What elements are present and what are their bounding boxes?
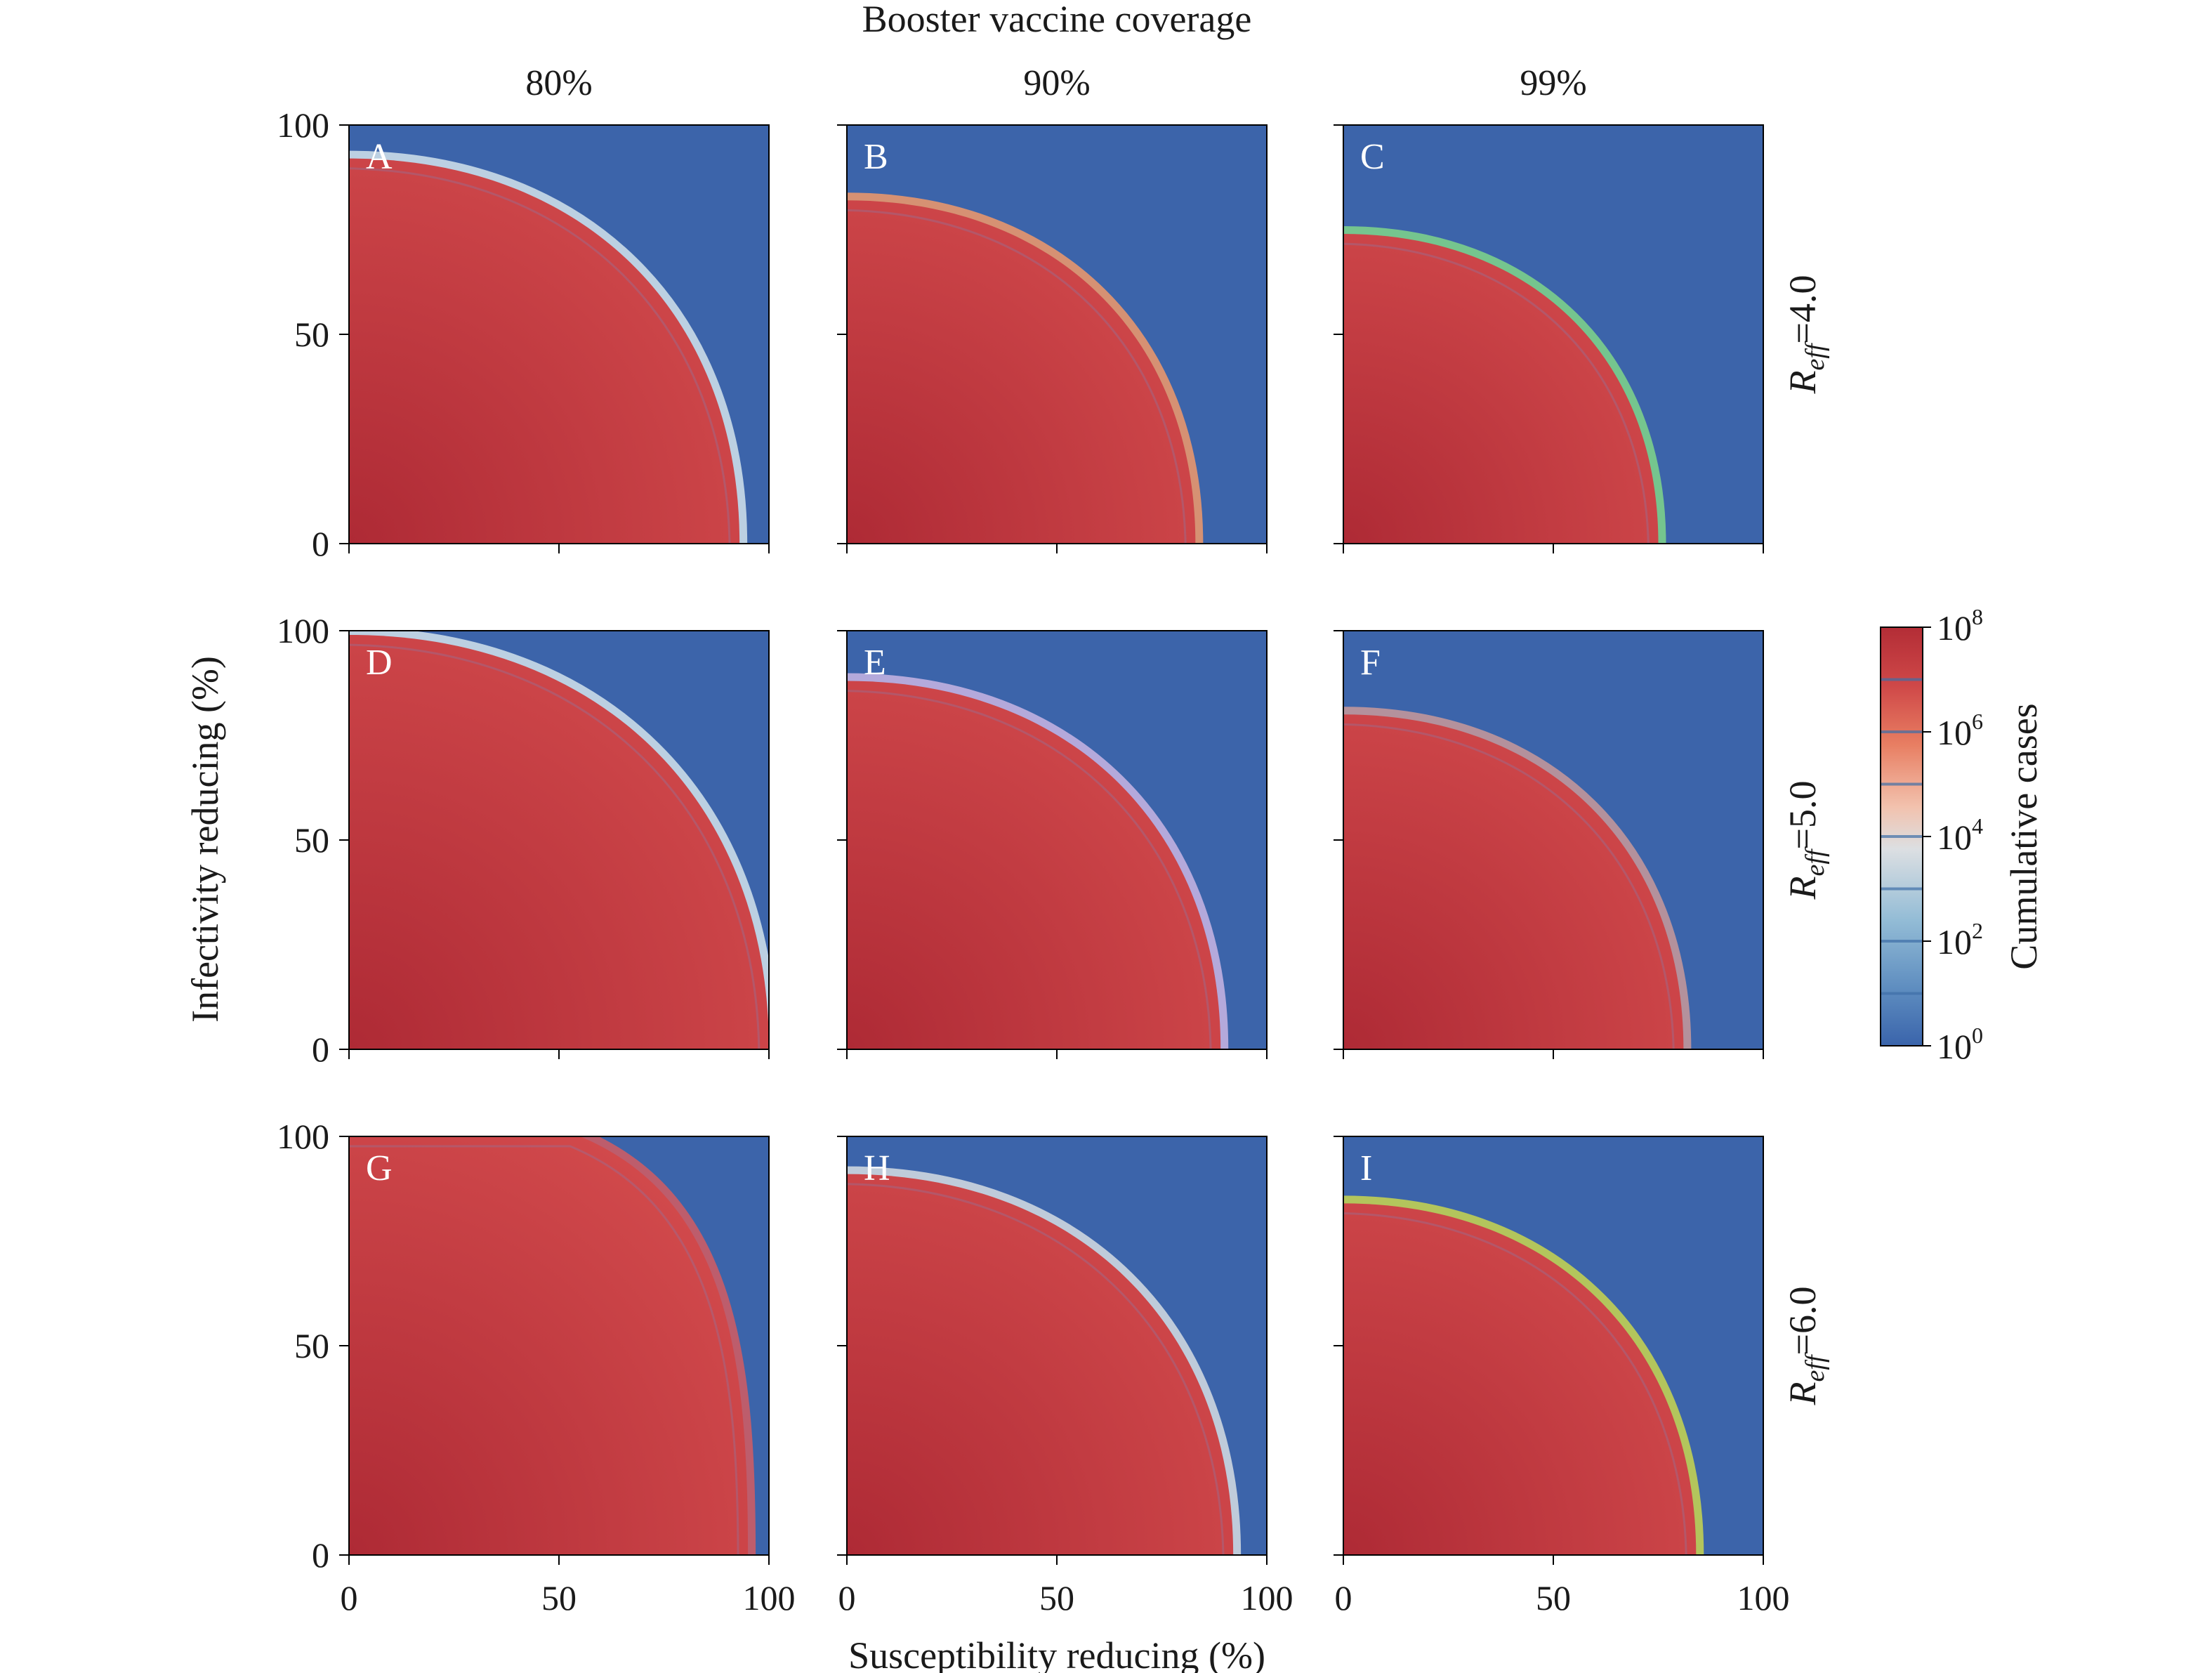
- panel-letter-B: B: [864, 137, 888, 177]
- colorbar-tick-label: 102: [1937, 918, 1983, 962]
- x-tick-label: 50: [541, 1578, 577, 1618]
- row-label-sub: eff: [1800, 1352, 1830, 1382]
- row-label-prefix: R: [1782, 876, 1824, 900]
- y-tick-label: 50: [294, 1326, 329, 1365]
- outbreak-region: [847, 200, 1196, 544]
- inner-contour: [1343, 1212, 1687, 1555]
- row-label-sub: eff: [1800, 846, 1830, 876]
- row-label-value: =4.0: [1782, 275, 1824, 344]
- colorbar-tick-label: 100: [1937, 1023, 1983, 1066]
- x-tick-label: 100: [1737, 1578, 1790, 1618]
- x-tick-label: 0: [1335, 1578, 1352, 1618]
- panel-F: F: [1334, 630, 1764, 1059]
- y-axis-label: Infectivity reducing (%): [184, 656, 226, 1023]
- panel-letter-E: E: [864, 643, 886, 683]
- column-label-2: 99%: [1520, 63, 1586, 103]
- x-tick-label: 0: [838, 1578, 856, 1618]
- row-label-sub: eff: [1800, 341, 1830, 370]
- colorbar-level-lines: [1881, 678, 1923, 995]
- y-tick-label: 100: [277, 1117, 329, 1156]
- colorbar: 108 106 104 102 100 Cumulative cases: [1880, 604, 2045, 1066]
- panel-letter-D: D: [366, 643, 393, 683]
- x-tick-label: 50: [1536, 1578, 1571, 1618]
- inner-contour: [349, 167, 731, 544]
- panel-letter-C: C: [1360, 137, 1385, 177]
- outbreak-region: [847, 1174, 1234, 1555]
- panels: A 0 50 100 B C D 0 50 100 E F G 0 50 100 0 50 100 H 0 50 100 I 0…: [277, 105, 1790, 1618]
- x-tick-label: 100: [743, 1578, 796, 1618]
- y-tick-label: 50: [294, 820, 329, 860]
- panel-letter-H: H: [864, 1148, 890, 1188]
- row-label-value: =6.0: [1782, 1287, 1824, 1356]
- x-tick-label: 100: [1241, 1578, 1293, 1618]
- y-tick-label: 0: [312, 1535, 329, 1575]
- inner-contour: [349, 1145, 739, 1555]
- inner-contour: [847, 1183, 1225, 1555]
- panel-D: D 0 50 100: [277, 611, 770, 1069]
- column-label-1: 90%: [1023, 63, 1090, 103]
- x-tick-label: 0: [341, 1578, 358, 1618]
- outbreak-region: [1343, 1203, 1697, 1555]
- inner-contour: [1343, 242, 1650, 544]
- outbreak-region: [349, 634, 769, 1049]
- panel-H: H 0 50 100: [837, 1136, 1293, 1618]
- y-tick-label: 0: [312, 1030, 329, 1069]
- panel-letter-F: F: [1360, 643, 1381, 683]
- outbreak-region: [349, 158, 740, 544]
- inner-contour: [349, 643, 761, 1049]
- panel-I: I 0 50 100: [1334, 1136, 1790, 1618]
- panel-letter-G: G: [366, 1148, 393, 1188]
- column-labels: 80% 90% 99%: [525, 63, 1586, 103]
- panel-G: G 0 50 100 0 50 100: [277, 1117, 796, 1618]
- panel-letter-A: A: [366, 137, 393, 177]
- x-axis-label: Susceptibility reducing (%): [848, 1634, 1265, 1673]
- panel-C: C: [1334, 124, 1764, 553]
- row-label-prefix: R: [1782, 370, 1824, 394]
- y-tick-label: 100: [277, 105, 329, 145]
- inner-contour: [1343, 723, 1675, 1049]
- y-tick-label: 100: [277, 611, 329, 650]
- colorbar-tick-label: 108: [1937, 604, 1983, 648]
- x-tick-label: 50: [1039, 1578, 1074, 1618]
- panel-E: E: [837, 630, 1268, 1059]
- outbreak-region: [1343, 714, 1684, 1049]
- row-label-2: Reff=6.0: [1782, 1287, 1830, 1406]
- inner-contour: [847, 209, 1187, 544]
- colorbar-ticks: 108 106 104 102 100: [1923, 604, 1983, 1066]
- row-label-0: Reff=4.0: [1782, 275, 1830, 395]
- panel-B: B: [837, 124, 1268, 553]
- row-label-prefix: R: [1782, 1382, 1824, 1405]
- panel-A: A 0 50 100: [277, 105, 770, 563]
- panel-letter-I: I: [1360, 1148, 1372, 1188]
- y-tick-label: 50: [294, 315, 329, 354]
- row-label-value: =5.0: [1782, 781, 1824, 850]
- outbreak-region: [1343, 233, 1659, 544]
- column-label-0: 80%: [525, 63, 592, 103]
- y-tick-label: 0: [312, 524, 329, 563]
- colorbar-tick-label: 106: [1937, 709, 1983, 752]
- colorbar-label: Cumulative cases: [2003, 703, 2045, 969]
- figure-title: Booster vaccine coverage: [862, 0, 1252, 40]
- row-label-1: Reff=5.0: [1782, 781, 1830, 900]
- outbreak-region: [349, 1136, 749, 1555]
- outbreak-region: [847, 681, 1221, 1049]
- inner-contour: [847, 690, 1212, 1049]
- colorbar-tick-label: 104: [1937, 813, 1983, 857]
